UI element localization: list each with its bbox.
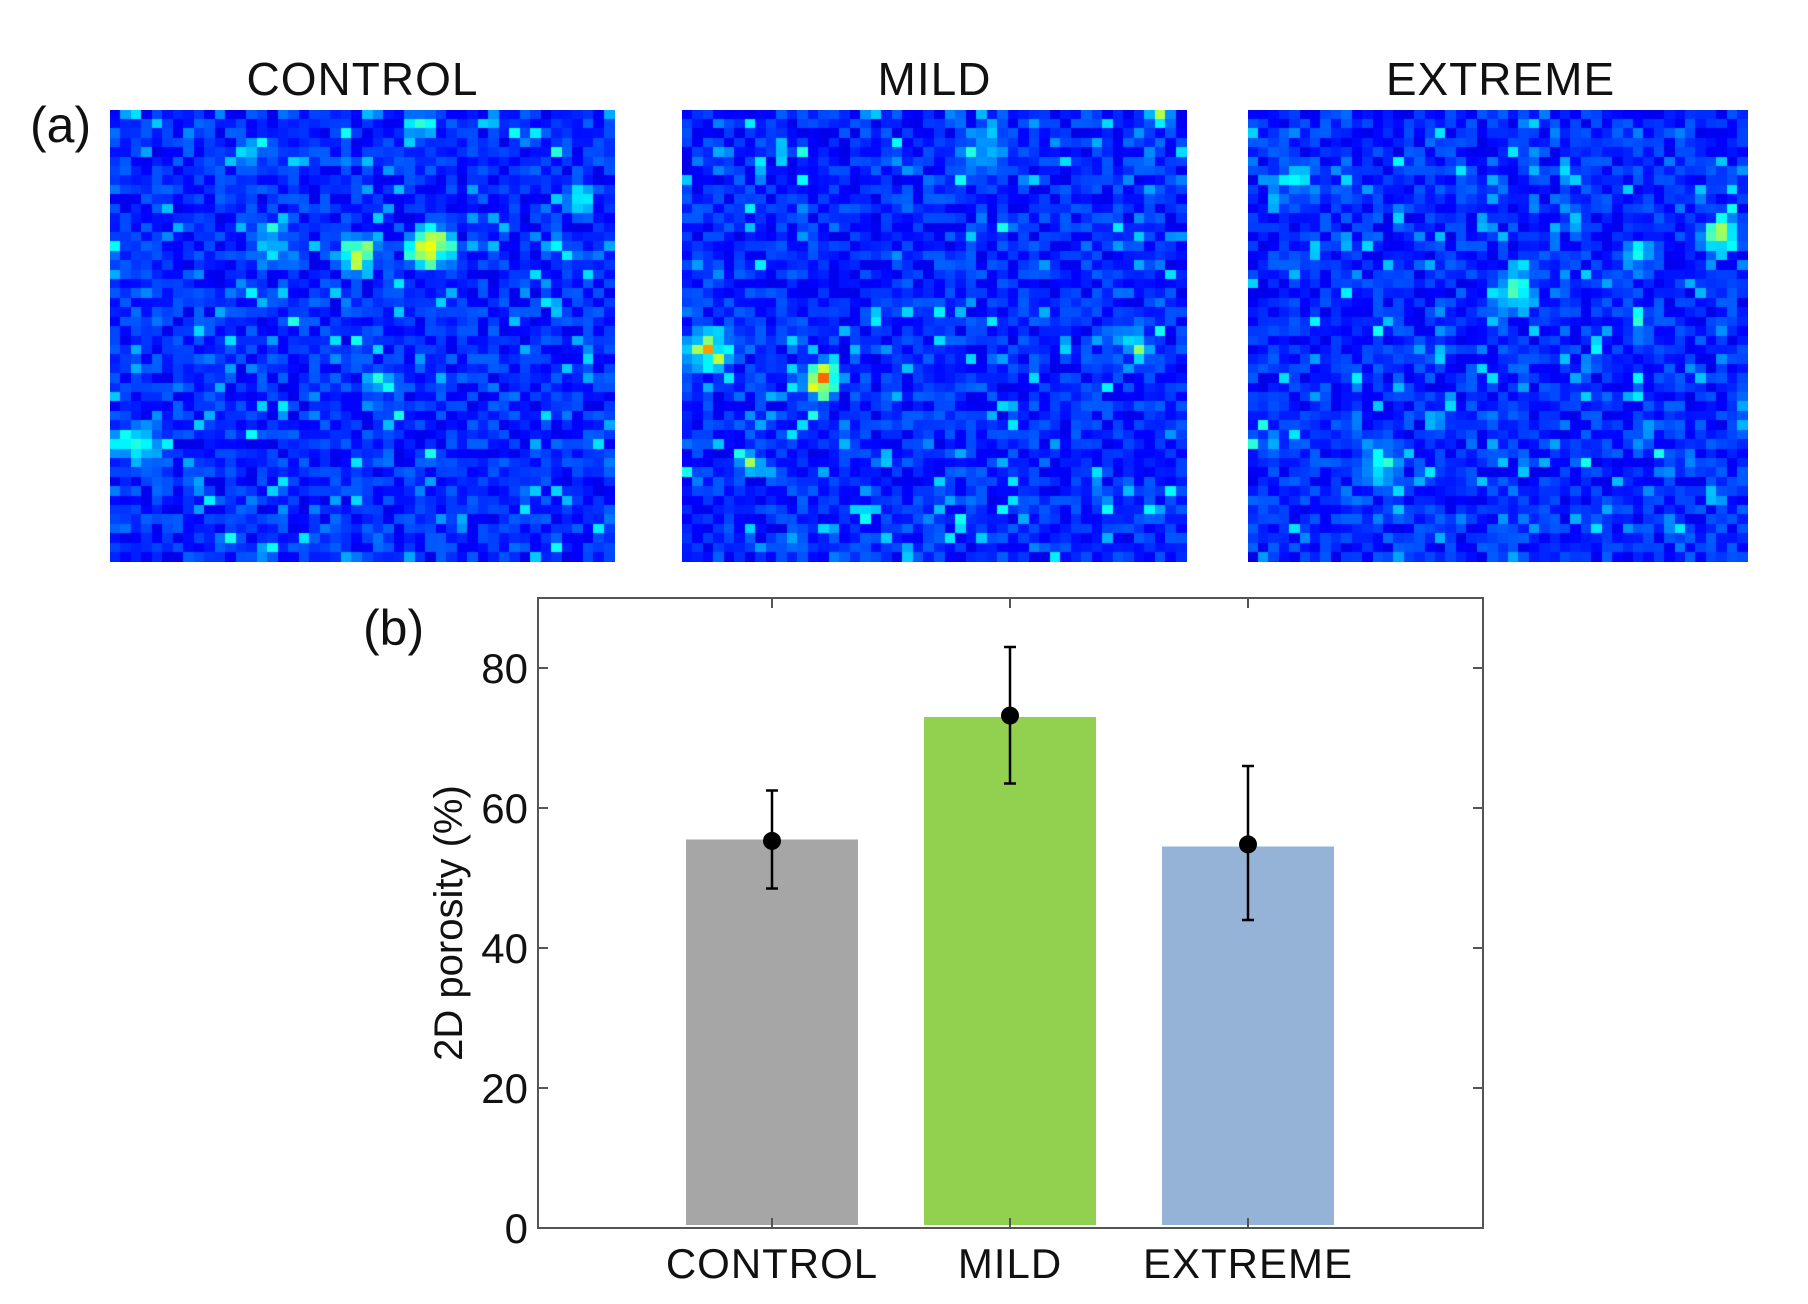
panel-a-label: (a) xyxy=(30,97,92,153)
mean-point-mild xyxy=(1001,706,1019,725)
xtick-label-mild: MILD xyxy=(958,1240,1062,1287)
heatmap-title-control: CONTROL xyxy=(246,53,479,105)
heatmap-control xyxy=(110,110,615,562)
bar-control xyxy=(686,839,858,1225)
heatmap-title-mild: MILD xyxy=(877,53,992,105)
heatmap-mild xyxy=(682,110,1187,562)
y-axis-label: 2D porosity (%) xyxy=(427,785,471,1061)
xtick-label-extreme: EXTREME xyxy=(1143,1240,1353,1287)
ytick-label-40: 40 xyxy=(481,925,528,972)
heatmap-title-extreme: EXTREME xyxy=(1385,53,1616,105)
ytick-label-80: 80 xyxy=(481,645,528,692)
ytick-label-20: 20 xyxy=(481,1065,528,1112)
mean-point-control xyxy=(763,831,781,850)
ytick-label-0: 0 xyxy=(505,1205,528,1252)
heatmap-extreme xyxy=(1248,110,1748,562)
bar-mild xyxy=(924,717,1096,1225)
mean-point-extreme xyxy=(1239,835,1257,854)
xtick-label-control: CONTROL xyxy=(666,1240,878,1287)
panel-b-label: (b) xyxy=(363,600,425,656)
ytick-label-60: 60 xyxy=(481,785,528,832)
